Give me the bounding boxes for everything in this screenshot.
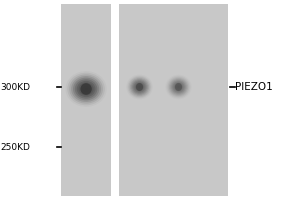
Ellipse shape [132,80,147,94]
Ellipse shape [137,85,142,89]
Ellipse shape [136,84,143,90]
Text: 250KD: 250KD [0,142,30,152]
Ellipse shape [177,86,180,88]
Ellipse shape [175,84,182,90]
Ellipse shape [130,78,149,96]
Ellipse shape [168,77,189,97]
Ellipse shape [175,83,182,91]
Ellipse shape [129,77,150,97]
Text: 300KD: 300KD [0,83,30,92]
Ellipse shape [170,79,187,95]
Ellipse shape [169,78,188,96]
Ellipse shape [80,84,92,94]
Ellipse shape [138,86,141,88]
Ellipse shape [80,83,92,95]
Bar [61,4,111,196]
Ellipse shape [84,87,88,91]
Ellipse shape [171,80,186,94]
Ellipse shape [69,74,103,104]
Ellipse shape [131,79,148,95]
Ellipse shape [71,76,101,102]
Ellipse shape [67,73,105,105]
Bar [118,4,228,196]
Ellipse shape [174,83,183,92]
Text: PIEZO1: PIEZO1 [236,82,273,92]
Ellipse shape [135,83,144,92]
Ellipse shape [134,81,146,93]
Ellipse shape [75,79,97,99]
Ellipse shape [176,85,181,89]
Ellipse shape [77,81,95,97]
Ellipse shape [172,81,184,93]
Ellipse shape [136,83,143,91]
Ellipse shape [82,86,90,92]
Ellipse shape [128,76,152,98]
Ellipse shape [79,82,94,95]
Ellipse shape [73,78,99,100]
Ellipse shape [167,76,191,98]
